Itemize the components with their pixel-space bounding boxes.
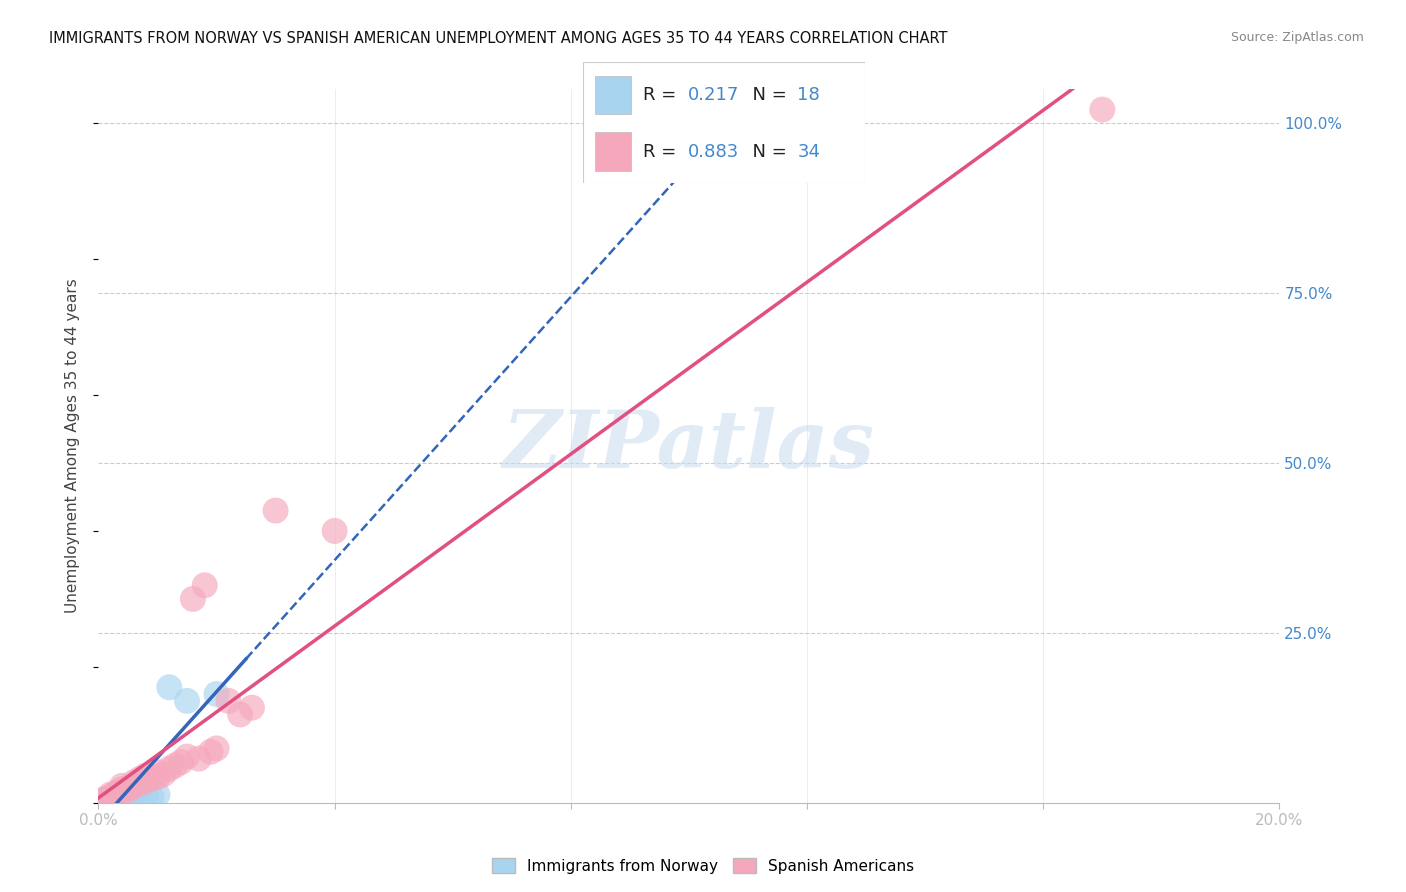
- Point: [93, 792, 115, 806]
- Point: [122, 782, 145, 797]
- Text: IMMIGRANTS FROM NORWAY VS SPANISH AMERICAN UNEMPLOYMENT AMONG AGES 35 TO 44 YEAR: IMMIGRANTS FROM NORWAY VS SPANISH AMERIC…: [49, 31, 948, 46]
- Point: [122, 779, 145, 793]
- FancyBboxPatch shape: [595, 132, 631, 171]
- Point: [229, 707, 252, 722]
- Point: [111, 779, 134, 793]
- Point: [117, 780, 139, 795]
- Point: [135, 769, 157, 783]
- Point: [105, 789, 128, 803]
- Text: N =: N =: [741, 86, 793, 104]
- Point: [205, 741, 228, 756]
- Point: [157, 762, 180, 776]
- Point: [93, 792, 115, 806]
- Point: [135, 774, 157, 789]
- Text: ZIPatlas: ZIPatlas: [503, 408, 875, 484]
- Point: [105, 789, 128, 803]
- Point: [200, 745, 222, 759]
- Text: R =: R =: [643, 86, 682, 104]
- Point: [170, 755, 193, 769]
- Text: R =: R =: [643, 143, 682, 161]
- Point: [1091, 103, 1114, 117]
- Point: [122, 786, 145, 800]
- Point: [117, 782, 139, 797]
- Point: [157, 680, 180, 694]
- Point: [165, 758, 187, 772]
- Point: [176, 694, 198, 708]
- FancyBboxPatch shape: [595, 76, 631, 114]
- Point: [187, 751, 209, 765]
- Y-axis label: Unemployment Among Ages 35 to 44 years: Unemployment Among Ages 35 to 44 years: [65, 278, 80, 614]
- Point: [105, 788, 128, 802]
- Point: [111, 783, 134, 797]
- Point: [264, 503, 287, 517]
- FancyBboxPatch shape: [583, 62, 865, 183]
- Text: N =: N =: [741, 143, 793, 161]
- Point: [194, 578, 217, 592]
- Text: 0.217: 0.217: [688, 86, 740, 104]
- Point: [181, 591, 204, 606]
- Legend: Immigrants from Norway, Spanish Americans: Immigrants from Norway, Spanish American…: [485, 852, 921, 880]
- Point: [141, 772, 163, 786]
- Point: [117, 783, 139, 797]
- Text: Source: ZipAtlas.com: Source: ZipAtlas.com: [1230, 31, 1364, 45]
- Point: [141, 790, 163, 805]
- Point: [217, 694, 239, 708]
- Point: [111, 786, 134, 800]
- Point: [128, 777, 150, 791]
- Point: [240, 700, 263, 714]
- Point: [128, 772, 150, 786]
- Point: [146, 788, 169, 802]
- Point: [111, 782, 134, 797]
- Point: [323, 524, 346, 538]
- Point: [122, 775, 145, 789]
- Text: 18: 18: [797, 86, 820, 104]
- Point: [98, 790, 121, 805]
- Point: [98, 788, 121, 802]
- Point: [117, 790, 139, 805]
- Point: [146, 770, 169, 784]
- Point: [128, 783, 150, 797]
- Point: [128, 779, 150, 793]
- Point: [146, 765, 169, 780]
- Text: 34: 34: [797, 143, 820, 161]
- Text: 0.883: 0.883: [688, 143, 738, 161]
- Point: [135, 789, 157, 803]
- Point: [176, 749, 198, 764]
- Point: [105, 786, 128, 800]
- Point: [152, 767, 174, 781]
- Point: [98, 790, 121, 805]
- Point: [205, 687, 228, 701]
